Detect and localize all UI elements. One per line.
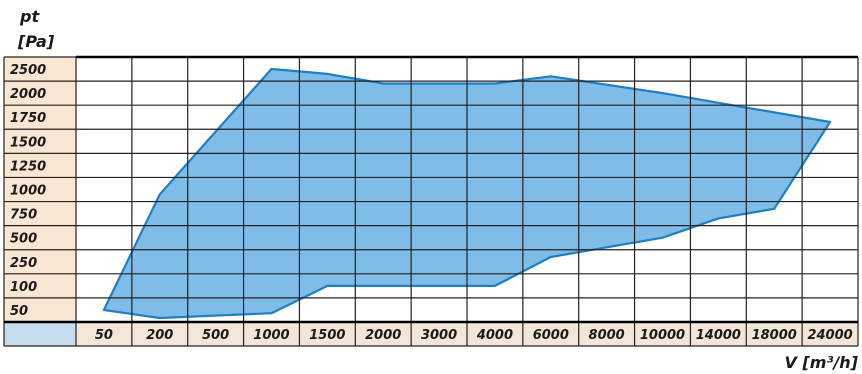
y-axis-label-unit: [Pa] (17, 32, 55, 51)
x-tick-label: 3000 (421, 328, 457, 343)
x-tick-label: 14000 (696, 328, 741, 343)
x-tick-label: 500 (202, 328, 229, 343)
x-tick-label: 10000 (640, 328, 685, 343)
y-tick-label: 2000 (10, 87, 46, 102)
x-tick-labels: 50 200 500 1000 1500 2000 3000 4000 6000 8000 1000… (95, 328, 853, 343)
y-tick-label: 500 (10, 232, 37, 247)
y-tick-label: 750 (10, 208, 37, 223)
y-tick-label: 1500 (10, 135, 46, 150)
y-tick-label: 2500 (10, 63, 46, 78)
y-tick-label: 1000 (10, 184, 46, 199)
x-tick-label: 200 (146, 328, 173, 343)
grid-lines (3, 55, 859, 347)
y-tick-band (4, 57, 76, 322)
x-tick-label: 24000 (807, 328, 852, 343)
x-tick-label: 2000 (365, 328, 401, 343)
x-axis-label: V [m³/h] (785, 353, 859, 372)
x-tick-label: 6000 (533, 328, 569, 343)
y-tick-label: 100 (10, 280, 37, 295)
x-tick-label: 4000 (476, 328, 513, 343)
x-tick-label: 50 (95, 328, 113, 343)
x-tick-label: 18000 (752, 328, 797, 343)
y-tick-label: 50 (10, 304, 28, 319)
y-tick-labels: 2500 2000 1750 1500 1250 1000 750 500 250 100 50 (10, 63, 46, 319)
y-tick-label: 1750 (10, 111, 46, 126)
x-tick-label: 1500 (309, 328, 345, 343)
corner-cell (4, 322, 76, 346)
y-tick-label: 250 (10, 256, 37, 271)
y-tick-label: 1250 (10, 159, 46, 174)
y-axis-label-unit-symbol: pt (19, 7, 40, 26)
x-tick-label: 1000 (253, 328, 289, 343)
x-tick-label: 8000 (589, 328, 625, 343)
